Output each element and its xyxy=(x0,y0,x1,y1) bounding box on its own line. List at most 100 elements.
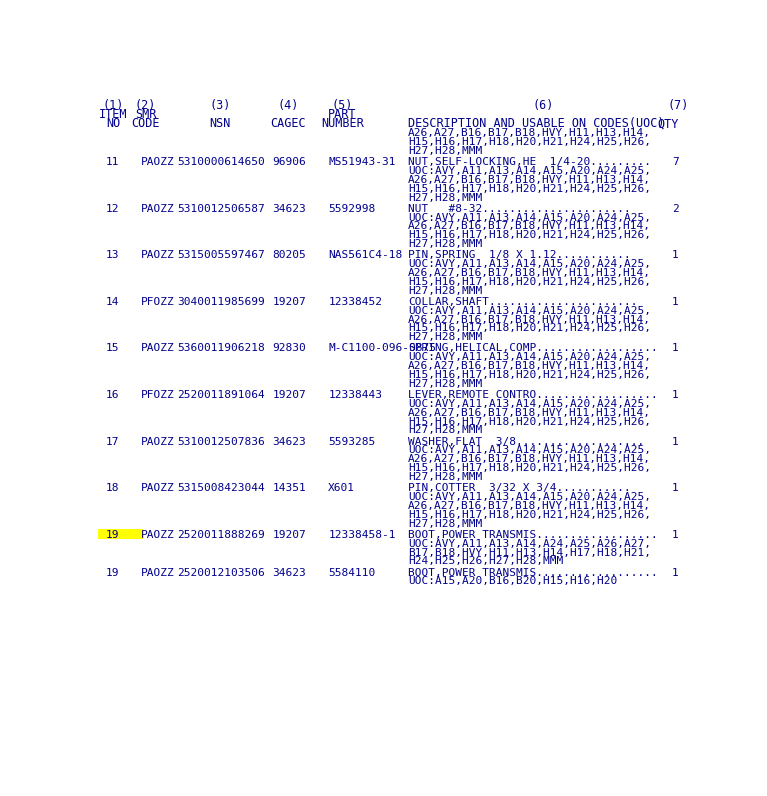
Text: 1: 1 xyxy=(672,390,679,400)
Text: 1: 1 xyxy=(672,483,679,494)
Text: H15,H16,H17,H18,H20,H21,H24,H25,H26,: H15,H16,H17,H18,H20,H21,H24,H25,H26, xyxy=(408,230,651,240)
Text: 34623: 34623 xyxy=(272,437,306,447)
Text: (5): (5) xyxy=(331,100,353,112)
Text: NUT   #8-32......................: NUT #8-32...................... xyxy=(408,204,631,213)
Text: NUT,SELF-LOCKING,HE  1/4-20.........: NUT,SELF-LOCKING,HE 1/4-20......... xyxy=(408,157,651,167)
Text: UOC:A15,A20,B16,B20,H15,H16,H20: UOC:A15,A20,B16,B20,H15,H16,H20 xyxy=(408,576,617,587)
Text: H27,H28,MMM: H27,H28,MMM xyxy=(408,472,482,482)
Text: 96906: 96906 xyxy=(272,157,306,167)
Text: 3040011985699: 3040011985699 xyxy=(177,297,265,307)
Text: H15,H16,H17,H18,H20,H21,H24,H25,H26,: H15,H16,H17,H18,H20,H21,H24,H25,H26, xyxy=(408,277,651,287)
Text: 14: 14 xyxy=(106,297,120,307)
Text: PIN,SPRING  1/8 X 1.12...........: PIN,SPRING 1/8 X 1.12........... xyxy=(408,250,631,260)
Text: H27,H28,MMM: H27,H28,MMM xyxy=(408,519,482,529)
Text: 5310012507836: 5310012507836 xyxy=(177,437,265,447)
Text: NSN: NSN xyxy=(209,117,231,130)
Text: UOC:AVY,A11,A13,A14,A15,A20,A24,A25,: UOC:AVY,A11,A13,A14,A15,A20,A24,A25, xyxy=(408,492,651,502)
Text: 5315005597467: 5315005597467 xyxy=(177,250,265,260)
Text: 1: 1 xyxy=(672,530,679,540)
Text: BOOT,POWER TRANSMIS..................: BOOT,POWER TRANSMIS.................. xyxy=(408,568,658,578)
Text: ITEM: ITEM xyxy=(99,108,127,121)
Text: A26,A27,B16,B17,B18,HVY,H11,H13,H14,: A26,A27,B16,B17,B18,HVY,H11,H13,H14, xyxy=(408,221,651,232)
Text: COLLAR,SHAFT......................: COLLAR,SHAFT...................... xyxy=(408,297,637,307)
Text: H27,H28,MMM: H27,H28,MMM xyxy=(408,239,482,249)
Text: 1: 1 xyxy=(672,343,679,353)
Text: 1: 1 xyxy=(672,297,679,307)
Text: (6): (6) xyxy=(532,100,554,112)
Text: H24,H25,H26,H27,H28,MMM: H24,H25,H26,H27,H28,MMM xyxy=(408,556,564,567)
Text: 19207: 19207 xyxy=(272,530,306,540)
Text: H15,H16,H17,H18,H20,H21,H24,H25,H26,: H15,H16,H17,H18,H20,H21,H24,H25,H26, xyxy=(408,509,651,520)
Text: (1): (1) xyxy=(102,100,123,112)
Text: PIN,COTTER  3/32 X 3/4...........: PIN,COTTER 3/32 X 3/4........... xyxy=(408,483,631,494)
Text: PAOZZ: PAOZZ xyxy=(141,483,175,494)
Text: UOC:AVY,A11,A13,A14,A15,A20,A24,A25,: UOC:AVY,A11,A13,A14,A15,A20,A24,A25, xyxy=(408,353,651,362)
Text: PAOZZ: PAOZZ xyxy=(141,250,175,260)
Text: 12: 12 xyxy=(106,204,120,213)
Text: 5584110: 5584110 xyxy=(328,568,376,578)
Text: 92830: 92830 xyxy=(272,343,306,353)
Text: 14351: 14351 xyxy=(272,483,306,494)
Text: A26,A27,B16,B17,B18,HVY,H11,H13,H14,: A26,A27,B16,B17,B18,HVY,H11,H13,H14, xyxy=(408,268,651,278)
Text: 5360011906218: 5360011906218 xyxy=(177,343,265,353)
Text: H15,H16,H17,H18,H20,H21,H24,H25,H26,: H15,H16,H17,H18,H20,H21,H24,H25,H26, xyxy=(408,463,651,473)
Text: 17: 17 xyxy=(106,437,120,447)
Bar xyxy=(98,529,143,539)
Text: H15,H16,H17,H18,H20,H21,H24,H25,H26,: H15,H16,H17,H18,H20,H21,H24,H25,H26, xyxy=(408,323,651,334)
Text: H15,H16,H17,H18,H20,H21,H24,H25,H26,: H15,H16,H17,H18,H20,H21,H24,H25,H26, xyxy=(408,370,651,380)
Text: 5315008423044: 5315008423044 xyxy=(177,483,265,494)
Text: MS51943-31: MS51943-31 xyxy=(328,157,396,167)
Text: A26,A27,B16,B17,B18,HVY,H11,H13,H14,: A26,A27,B16,B17,B18,HVY,H11,H13,H14, xyxy=(408,455,651,464)
Text: LEVER,REMOTE CONTRO..................: LEVER,REMOTE CONTRO.................. xyxy=(408,390,658,400)
Text: H27,H28,MMM: H27,H28,MMM xyxy=(408,332,482,342)
Text: 15: 15 xyxy=(106,343,120,353)
Text: CAGEC: CAGEC xyxy=(270,117,306,130)
Text: A26,A27,B16,B17,B18,HVY,H11,H13,H14,: A26,A27,B16,B17,B18,HVY,H11,H13,H14, xyxy=(408,314,651,325)
Text: 5310000614650: 5310000614650 xyxy=(177,157,265,167)
Text: PAOZZ: PAOZZ xyxy=(141,530,175,540)
Text: H15,H16,H17,H18,H20,H21,H24,H25,H26,: H15,H16,H17,H18,H20,H21,H24,H25,H26, xyxy=(408,416,651,427)
Text: A26,A27,B16,B17,B18,HVY,H11,H13,H14,: A26,A27,B16,B17,B18,HVY,H11,H13,H14, xyxy=(408,128,651,139)
Text: BOOT,POWER TRANSMIS..................: BOOT,POWER TRANSMIS.................. xyxy=(408,530,658,540)
Text: (2): (2) xyxy=(135,100,156,112)
Text: UOC:AVY,A11,A13,A14,A15,A20,A24,A25,: UOC:AVY,A11,A13,A14,A15,A20,A24,A25, xyxy=(408,166,651,176)
Text: 2520011888269: 2520011888269 xyxy=(177,530,265,540)
Text: DESCRIPTION AND USABLE ON CODES(UOC): DESCRIPTION AND USABLE ON CODES(UOC) xyxy=(408,117,665,130)
Text: 34623: 34623 xyxy=(272,204,306,213)
Text: 2520011891064: 2520011891064 xyxy=(177,390,265,400)
Text: 12338452: 12338452 xyxy=(328,297,383,307)
Text: 11: 11 xyxy=(106,157,120,167)
Text: UOC:AVY,A11,A13,A14,A15,A20,A24,A25,: UOC:AVY,A11,A13,A14,A15,A20,A24,A25, xyxy=(408,446,651,455)
Text: H27,H28,MMM: H27,H28,MMM xyxy=(408,146,482,156)
Text: PAOZZ: PAOZZ xyxy=(141,204,175,213)
Text: H15,H16,H17,H18,H20,H21,H24,H25,H26,: H15,H16,H17,H18,H20,H21,H24,H25,H26, xyxy=(408,184,651,193)
Text: QTY: QTY xyxy=(657,117,679,130)
Text: 12338458-1: 12338458-1 xyxy=(328,530,396,540)
Text: M-C1100-096-0875: M-C1100-096-0875 xyxy=(328,343,436,353)
Text: UOC:AVY,A11,A13,A14,A15,A20,A24,A25,: UOC:AVY,A11,A13,A14,A15,A20,A24,A25, xyxy=(408,213,651,223)
Text: UOC:AVY,A11,A13,A14,A15,A20,A24,A25,: UOC:AVY,A11,A13,A14,A15,A20,A24,A25, xyxy=(408,399,651,409)
Text: 12338443: 12338443 xyxy=(328,390,383,400)
Text: 7: 7 xyxy=(672,157,679,167)
Text: NO: NO xyxy=(106,117,120,130)
Text: H27,H28,MMM: H27,H28,MMM xyxy=(408,426,482,435)
Text: PAOZZ: PAOZZ xyxy=(141,568,175,578)
Text: 1: 1 xyxy=(672,437,679,447)
Text: SPRING,HELICAL,COMP..................: SPRING,HELICAL,COMP.................. xyxy=(408,343,658,353)
Text: PART: PART xyxy=(328,108,357,121)
Text: (3): (3) xyxy=(209,100,231,112)
Text: 19: 19 xyxy=(106,530,120,540)
Text: 13: 13 xyxy=(106,250,120,260)
Text: 5310012506587: 5310012506587 xyxy=(177,204,265,213)
Text: A26,A27,B16,B17,B18,HVY,H11,H13,H14,: A26,A27,B16,B17,B18,HVY,H11,H13,H14, xyxy=(408,408,651,418)
Text: H27,H28,MMM: H27,H28,MMM xyxy=(408,286,482,295)
Text: 5593285: 5593285 xyxy=(328,437,376,447)
Text: PAOZZ: PAOZZ xyxy=(141,343,175,353)
Text: NAS561C4-18: NAS561C4-18 xyxy=(328,250,403,260)
Text: H15,H16,H17,H18,H20,H21,H24,H25,H26,: H15,H16,H17,H18,H20,H21,H24,H25,H26, xyxy=(408,137,651,147)
Text: UOC:AVY,A11,A13,A14,A24,A25,A26,A27,: UOC:AVY,A11,A13,A14,A24,A25,A26,A27, xyxy=(408,539,651,548)
Text: 16: 16 xyxy=(106,390,120,400)
Text: NUMBER: NUMBER xyxy=(321,117,364,130)
Text: 19207: 19207 xyxy=(272,390,306,400)
Text: B17,B18,HVY,H11,H13,H14,H17,H18,H21,: B17,B18,HVY,H11,H13,H14,H17,H18,H21, xyxy=(408,548,651,557)
